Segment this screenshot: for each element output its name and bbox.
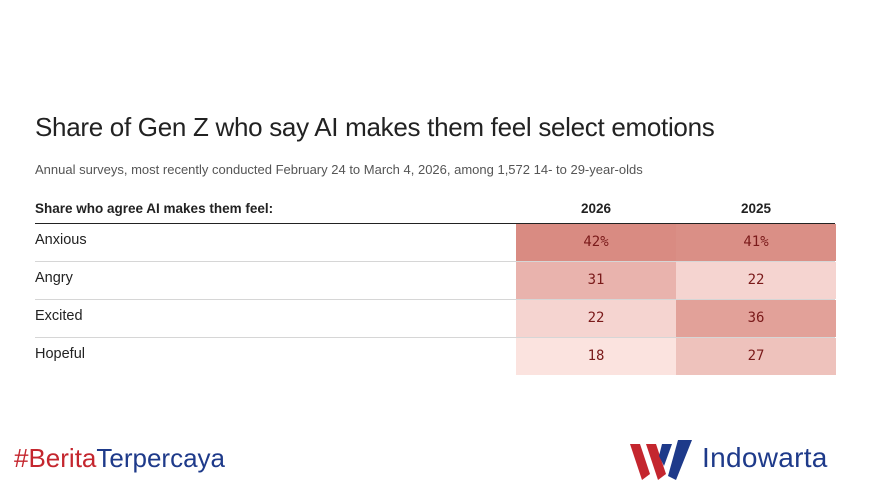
- heatmap-table: Share who agree AI makes them feel: 2026…: [35, 197, 836, 375]
- table-row: Hopeful 18 27: [35, 338, 836, 375]
- hashtag-tagline: #BeritaTerpercaya: [14, 443, 225, 474]
- heat-cell: 42%: [516, 224, 676, 261]
- chart-subtitle: Annual surveys, most recently conducted …: [35, 162, 643, 177]
- row-label-excited: Excited: [35, 308, 83, 324]
- brand-name: Indowarta: [702, 442, 828, 473]
- table-row: Excited 22 36: [35, 300, 836, 338]
- table-row: Angry 31 22: [35, 262, 836, 300]
- heat-cell: 22: [516, 300, 676, 337]
- heat-cell: 41%: [676, 224, 836, 261]
- heat-cell: 36: [676, 300, 836, 337]
- row-label-angry: Angry: [35, 270, 73, 286]
- column-header-2025: 2025: [740, 201, 772, 216]
- row-label-anxious: Anxious: [35, 232, 87, 248]
- hashtag-part-berita: #Berita: [14, 443, 97, 473]
- chart-title: Share of Gen Z who say AI makes them fee…: [35, 112, 715, 142]
- hashtag-part-terpercaya: Terpercaya: [96, 443, 226, 473]
- heat-cell: 18: [516, 338, 676, 375]
- table-row: Anxious 42% 41%: [35, 224, 836, 262]
- column-header-2026: 2026: [580, 201, 612, 216]
- table-header: Share who agree AI makes them feel: 2026…: [35, 197, 835, 224]
- row-header-label: Share who agree AI makes them feel:: [35, 201, 274, 216]
- row-label-hopeful: Hopeful: [35, 346, 85, 362]
- heat-cell: 22: [676, 262, 836, 299]
- w-logo-icon: [630, 440, 692, 480]
- heat-cell: 31: [516, 262, 676, 299]
- heat-cell: 27: [676, 338, 836, 375]
- brand-logo: Indowarta: [628, 436, 863, 484]
